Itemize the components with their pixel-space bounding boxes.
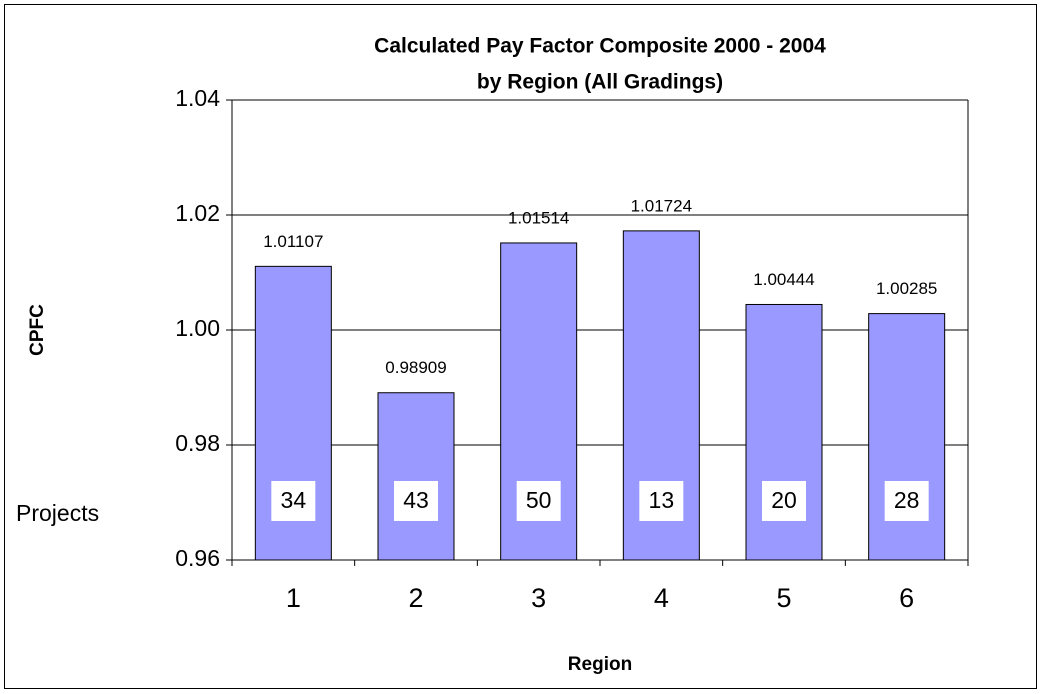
project-box [394, 481, 438, 521]
x-tick-label: 3 [531, 583, 546, 613]
value-label: 1.01514 [508, 208, 569, 227]
x-tick-label: 4 [654, 583, 669, 613]
bar [745, 303, 823, 561]
project-box [639, 481, 684, 521]
project-box [271, 481, 316, 521]
bar [377, 392, 455, 561]
x-axis-label: Region [568, 654, 632, 675]
project-count: 34 [281, 487, 307, 513]
project-count: 50 [526, 487, 552, 513]
project-box [516, 481, 561, 521]
x-tick-label: 1 [286, 583, 301, 613]
x-tick-label: 5 [776, 583, 791, 613]
y-tick-label: 1.04 [175, 85, 220, 111]
value-label: 1.00285 [876, 279, 937, 298]
project-count: 28 [894, 487, 920, 513]
project-box [762, 481, 806, 521]
projects-label: Projects [16, 500, 99, 526]
project-box [884, 481, 929, 521]
value-label: 1.00444 [753, 270, 814, 289]
y-tick-label: 1.00 [175, 315, 220, 341]
y-tick-label: 0.98 [175, 430, 220, 456]
y-tick-label: 1.02 [175, 200, 220, 226]
x-tick-label: 6 [899, 583, 914, 613]
project-count: 13 [649, 487, 675, 513]
project-count: 20 [771, 487, 797, 513]
y-axis-label: CPFC [27, 304, 48, 356]
y-tick-label: 0.96 [175, 545, 220, 571]
value-label: 1.01107 [263, 232, 323, 251]
chart-title: Calculated Pay Factor Composite 2000 - 2… [374, 35, 826, 58]
value-label: 0.98909 [385, 358, 446, 377]
bar [868, 313, 946, 561]
value-label: 1.01724 [631, 196, 692, 215]
x-tick-label: 2 [408, 583, 423, 613]
chart-subtitle: by Region (All Gradings) [477, 71, 723, 94]
project-count: 43 [403, 487, 429, 513]
